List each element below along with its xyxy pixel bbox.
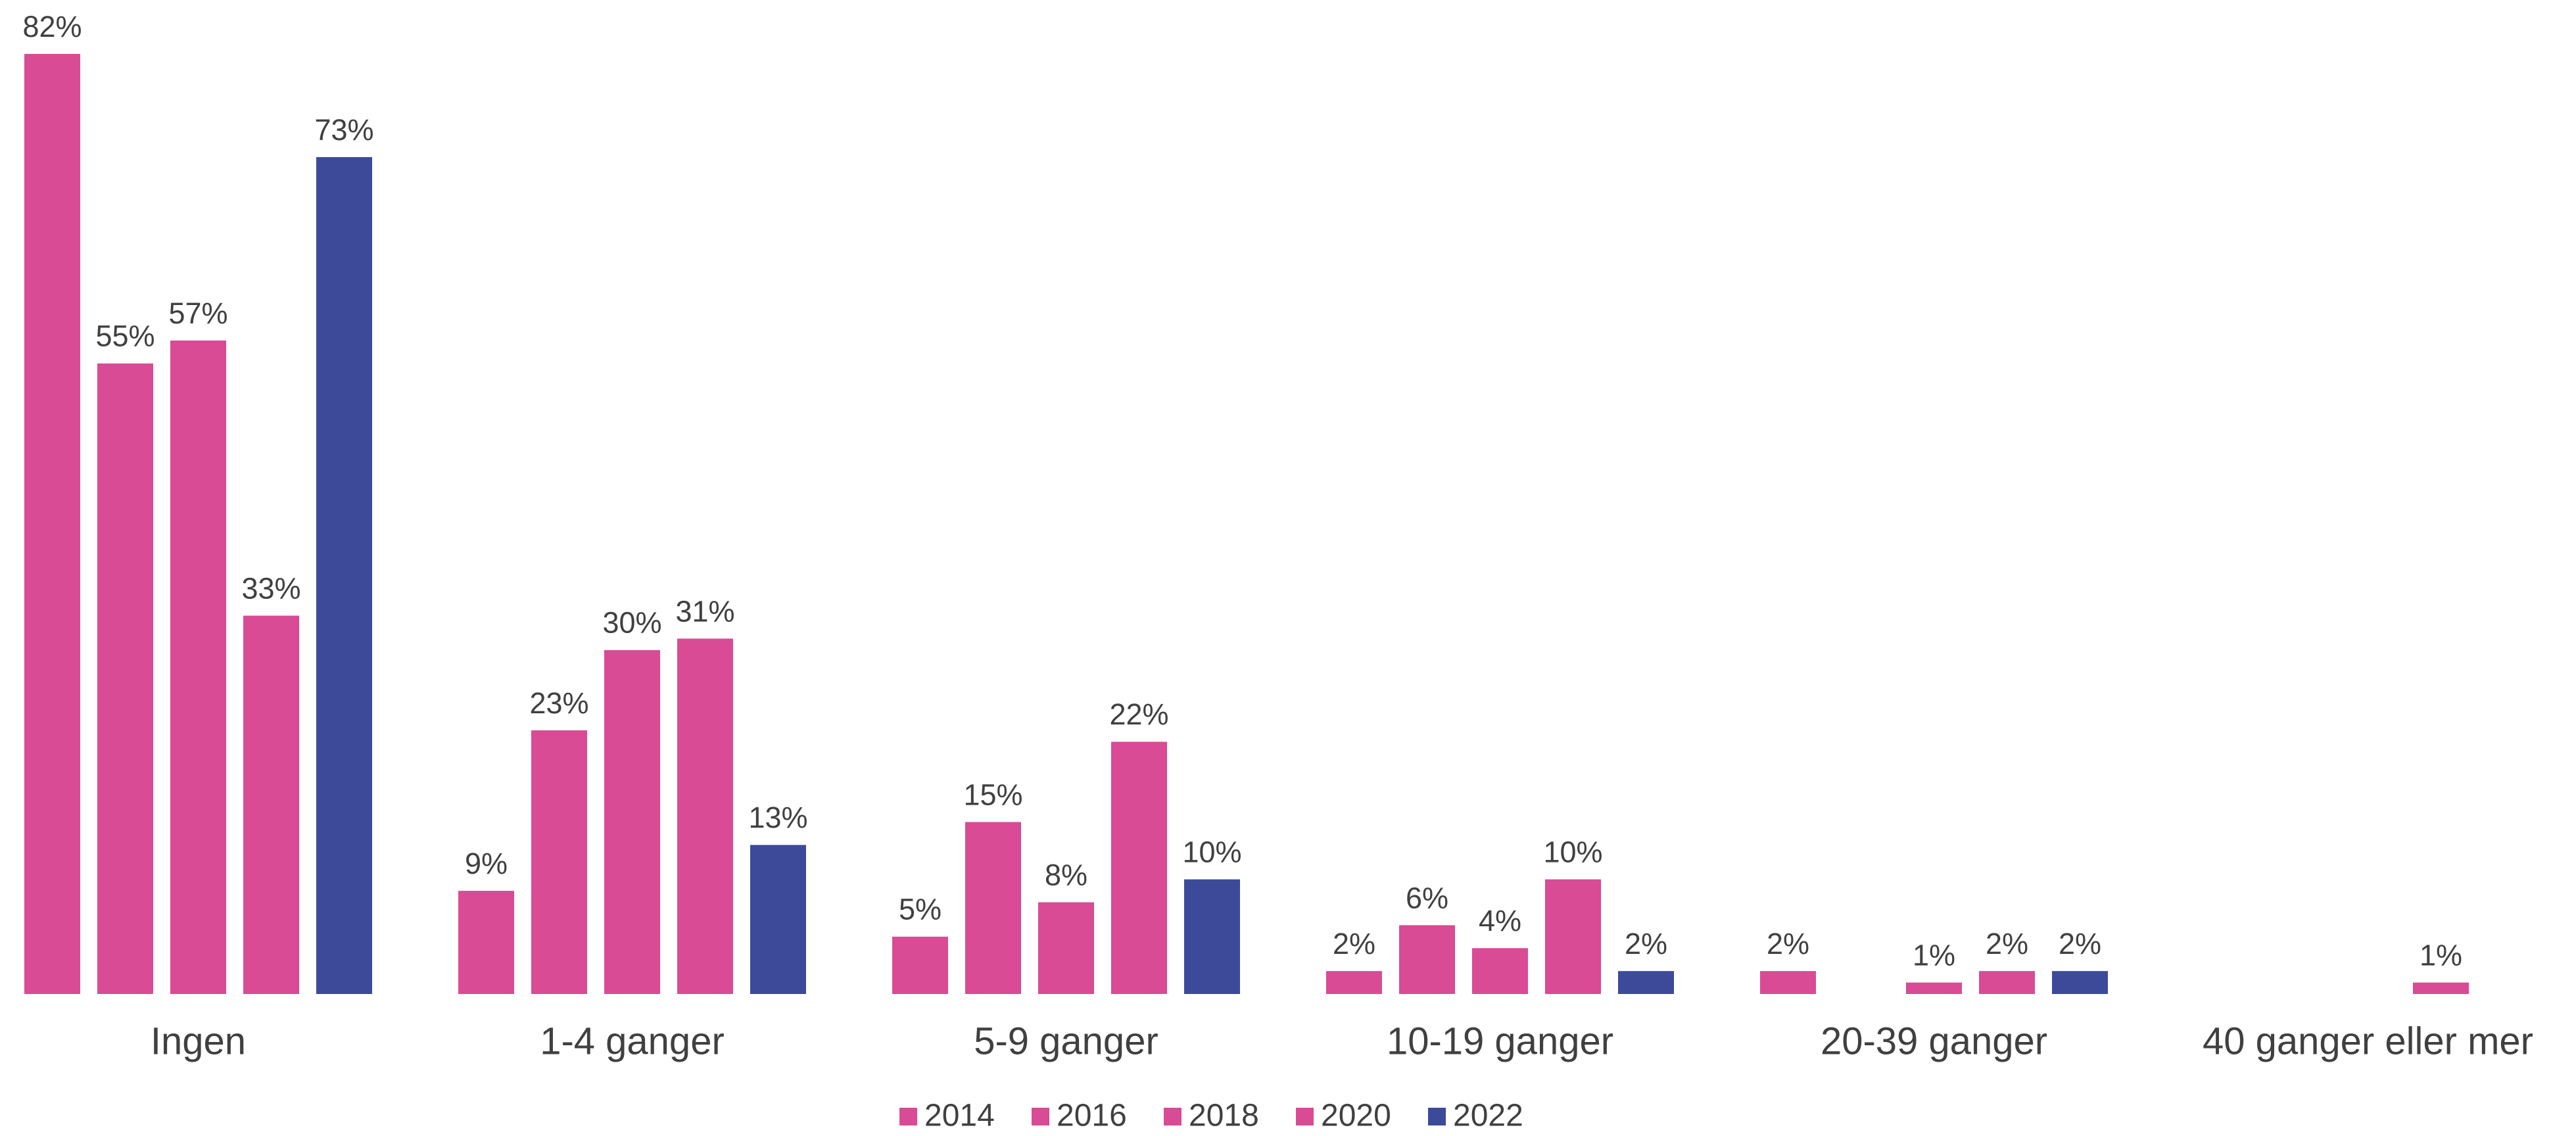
value-label: 55% [95, 320, 155, 353]
legend-swatch [1296, 1108, 1314, 1125]
x-tick-label: 5-9 ganger [974, 1020, 1158, 1062]
bar [604, 650, 660, 994]
value-label: 73% [314, 113, 373, 147]
legend-swatch [1032, 1108, 1049, 1125]
value-label: 82% [22, 10, 82, 43]
legend-swatch [899, 1108, 917, 1125]
x-tick-label: 1-4 ganger [540, 1020, 725, 1062]
bar [531, 730, 587, 994]
value-label: 57% [168, 296, 227, 330]
x-tick-label: 10-19 ganger [1387, 1020, 1613, 1062]
bar [965, 822, 1021, 994]
value-label: 30% [602, 606, 661, 640]
value-label: 22% [1109, 698, 1168, 731]
value-label: 8% [1045, 858, 1087, 891]
value-label: 1% [1913, 938, 1955, 972]
bar [1760, 971, 1816, 994]
value-label: 4% [1479, 904, 1521, 937]
x-tick-label: 40 ganger eller mer [2203, 1020, 2533, 1062]
bar [1906, 982, 1962, 994]
bar [2413, 982, 2469, 994]
bar [1979, 971, 2035, 994]
legend-swatch [1164, 1108, 1181, 1125]
bar [2052, 971, 2108, 994]
bar [458, 891, 514, 994]
legend-label: 2014 [924, 1099, 995, 1133]
bar [1545, 879, 1601, 994]
value-label: 33% [241, 571, 300, 605]
value-label: 2% [1333, 927, 1375, 960]
legend-label: 2018 [1189, 1099, 1259, 1133]
x-tick-label: 20-39 ganger [1821, 1020, 2047, 1062]
value-label: 15% [963, 778, 1022, 811]
bar [1184, 879, 1240, 994]
bar [1038, 902, 1094, 994]
legend-label: 2022 [1453, 1099, 1523, 1133]
bar [1472, 948, 1528, 994]
value-label: 10% [1543, 836, 1602, 869]
bar [892, 936, 948, 994]
value-label: 13% [748, 801, 807, 834]
value-label: 1% [2420, 938, 2462, 972]
bar [1111, 742, 1167, 994]
bar [1618, 971, 1674, 994]
bar [677, 638, 733, 994]
value-label: 2% [2059, 927, 2101, 960]
bar [243, 615, 299, 994]
bar [1326, 971, 1382, 994]
bar [316, 156, 372, 995]
bar [1399, 925, 1455, 994]
value-label: 23% [529, 686, 588, 720]
value-label: 2% [1625, 927, 1667, 960]
legend-label: 2020 [1321, 1099, 1391, 1133]
value-label: 9% [465, 847, 508, 880]
bar [97, 363, 153, 994]
bar [24, 54, 80, 994]
bar [170, 340, 226, 994]
legend-label: 2016 [1057, 1099, 1127, 1133]
legend-swatch [1428, 1108, 1446, 1125]
bar [750, 845, 806, 994]
value-label: 2% [1767, 927, 1809, 960]
value-label: 6% [1406, 881, 1448, 914]
value-label: 31% [675, 594, 734, 628]
value-label: 2% [1986, 927, 2028, 960]
x-tick-label: Ingen [151, 1020, 246, 1062]
value-label: 10% [1182, 836, 1241, 869]
value-label: 5% [899, 893, 942, 926]
